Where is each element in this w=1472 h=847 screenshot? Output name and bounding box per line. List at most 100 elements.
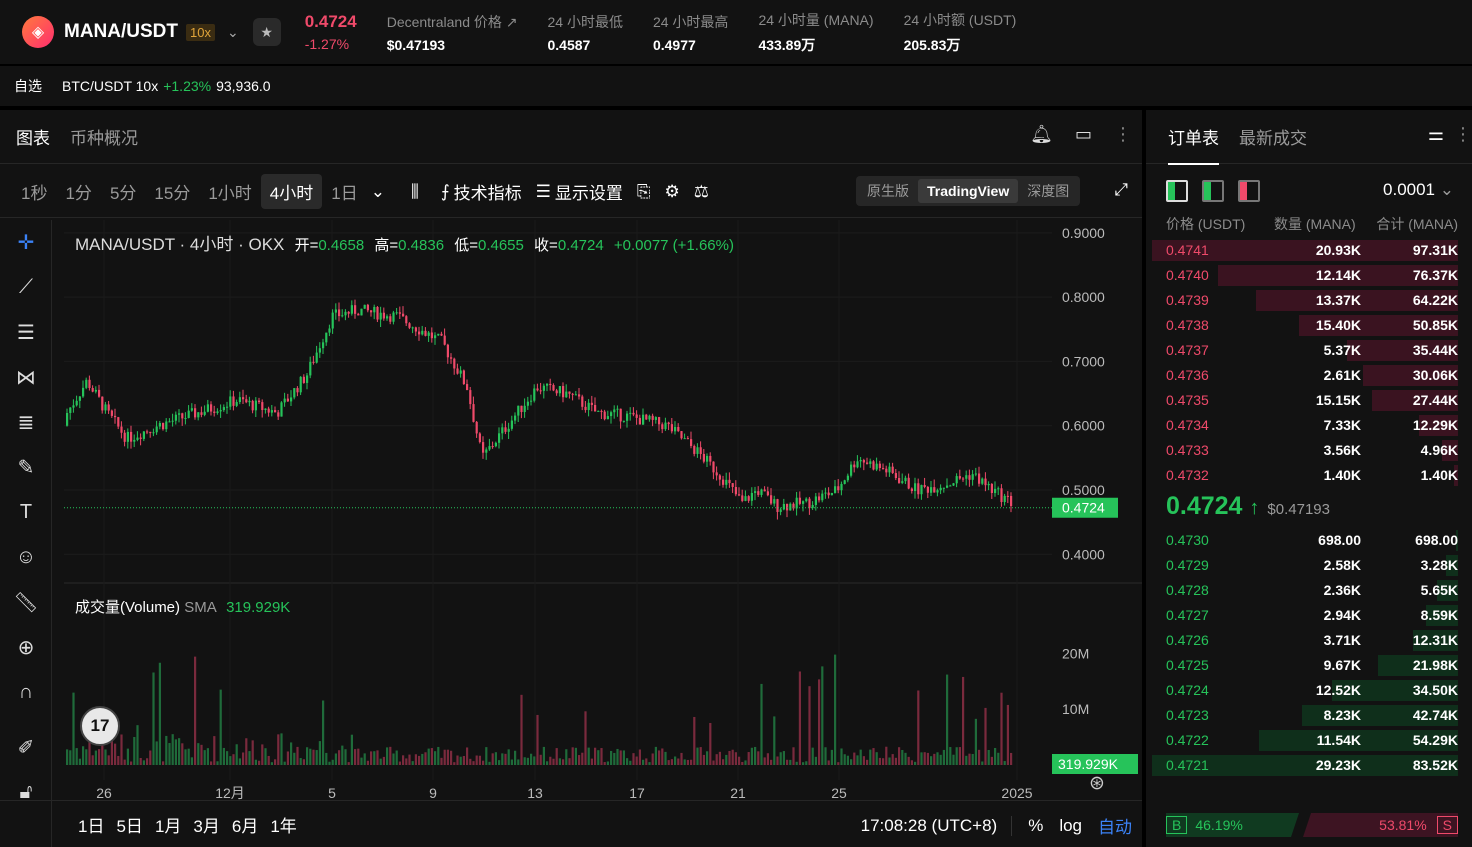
chart-area[interactable]: 0.9000 0.8000 0.7000 0.6000 0.5000 0.4000 20M 1… bbox=[52, 220, 1142, 806]
ask-row[interactable]: 0.4733 3.56K 4.96K bbox=[1152, 438, 1458, 463]
range-3m[interactable]: 3月 bbox=[193, 816, 220, 836]
bid-row[interactable]: 0.4721 29.23K 83.52K bbox=[1152, 753, 1458, 778]
auto-toggle[interactable]: 自动 bbox=[1098, 818, 1132, 837]
favorite-star-icon[interactable]: ★ bbox=[252, 18, 281, 46]
tf-1s[interactable]: 1秒 bbox=[21, 184, 48, 203]
ask-row[interactable]: 0.4739 13.37K 64.22K bbox=[1152, 288, 1458, 313]
tf-1h[interactable]: 1小时 bbox=[208, 184, 252, 203]
text-icon[interactable]: T bbox=[19, 500, 33, 523]
volume-legend: 成交量(Volume) SMA 319.929K bbox=[75, 596, 290, 617]
bid-row[interactable]: 0.4725 9.67K 21.98K bbox=[1152, 653, 1458, 678]
ask-row[interactable]: 0.4738 15.40K 50.85K bbox=[1152, 313, 1458, 338]
view-native[interactable]: 原生版 bbox=[867, 183, 909, 199]
zoom-in-icon[interactable]: ⊕ bbox=[17, 636, 35, 659]
percent-toggle[interactable]: % bbox=[1028, 815, 1044, 835]
bid-row[interactable]: 0.4728 2.36K 5.65K bbox=[1152, 578, 1458, 603]
volume-bar bbox=[146, 758, 149, 765]
magnet-icon[interactable]: ∩ bbox=[18, 680, 34, 703]
ask-row[interactable]: 0.4741 20.93K 97.31K bbox=[1152, 238, 1458, 263]
tf-chevron-down-icon[interactable]: ⌄ bbox=[370, 181, 385, 201]
precision-select[interactable]: 0.0001 ⌄ bbox=[1383, 180, 1454, 200]
bid-row[interactable]: 0.4722 11.54K 54.29K bbox=[1152, 728, 1458, 753]
volume-bar bbox=[107, 755, 110, 765]
brush-icon[interactable]: ✎ bbox=[17, 456, 35, 479]
candle-body bbox=[802, 501, 805, 504]
candle-body bbox=[395, 312, 398, 314]
range-1d[interactable]: 1日 bbox=[78, 816, 105, 836]
display-settings-button[interactable]: ☰ 显示设置 bbox=[536, 179, 623, 204]
settings-sliders-icon[interactable]: ⚌ bbox=[1427, 124, 1444, 144]
range-5d[interactable]: 5日 bbox=[116, 816, 143, 836]
more-vertical-icon[interactable]: ⋮ bbox=[1454, 124, 1472, 144]
ask-row[interactable]: 0.4736 2.61K 30.06K bbox=[1152, 363, 1458, 388]
gear-icon[interactable]: ⚙ bbox=[664, 181, 680, 201]
view-both-icon[interactable] bbox=[1166, 180, 1188, 202]
candle-body bbox=[507, 428, 510, 432]
tf-4h[interactable]: 4小时 bbox=[260, 174, 323, 209]
emoji-icon[interactable]: ☺ bbox=[15, 545, 37, 568]
trend-line-icon[interactable]: ⟋ bbox=[19, 275, 33, 298]
unlock-icon[interactable]: 🔓︎ bbox=[19, 780, 33, 803]
clock[interactable]: 17:08:28 (UTC+8) bbox=[861, 815, 1013, 836]
ask-row[interactable]: 0.4735 15.15K 27.44K bbox=[1152, 388, 1458, 413]
pattern-icon[interactable]: ⋈ bbox=[16, 366, 36, 389]
view-tradingview[interactable]: TradingView bbox=[918, 179, 1019, 203]
tab-overview[interactable]: 币种概况 bbox=[70, 129, 138, 148]
row-price: 0.4732 bbox=[1166, 467, 1209, 483]
fib-icon[interactable]: ≣ bbox=[17, 411, 35, 434]
tab-orderbook[interactable]: 订单表 bbox=[1168, 108, 1219, 165]
watchlist-item[interactable]: BTC/USDT 10x +1.23% 93,936.0 bbox=[62, 78, 271, 94]
bid-row[interactable]: 0.4724 12.52K 34.50K bbox=[1152, 678, 1458, 703]
ask-row[interactable]: 0.4737 5.37K 35.44K bbox=[1152, 338, 1458, 363]
tf-5m[interactable]: 5分 bbox=[109, 184, 137, 203]
bid-row[interactable]: 0.4726 3.71K 12.31K bbox=[1152, 628, 1458, 653]
crosshair-icon[interactable]: ✛ bbox=[17, 231, 35, 254]
range-1y[interactable]: 1年 bbox=[270, 816, 297, 836]
bid-row[interactable]: 0.4730 698.00 698.00 bbox=[1152, 528, 1458, 553]
ask-row[interactable]: 0.4740 12.14K 76.37K bbox=[1152, 263, 1458, 288]
view-bids-icon[interactable] bbox=[1202, 180, 1224, 202]
ask-row[interactable]: 0.4732 1.40K 1.40K bbox=[1152, 463, 1458, 488]
tab-chart[interactable]: 图表 bbox=[16, 129, 50, 148]
goto-realtime-icon[interactable]: ⊛ bbox=[1089, 773, 1105, 794]
chevron-down-icon[interactable]: ⌄ bbox=[226, 23, 239, 40]
tf-15m[interactable]: 15分 bbox=[154, 184, 191, 203]
tf-1m[interactable]: 1分 bbox=[65, 184, 92, 203]
edit-lock-icon[interactable]: ✐ bbox=[17, 736, 35, 759]
range-1m[interactable]: 1月 bbox=[154, 816, 182, 836]
alert-bell-icon[interactable]: 🔔︎ bbox=[1030, 124, 1053, 144]
log-toggle[interactable]: log bbox=[1059, 815, 1082, 835]
horizontal-lines-icon[interactable]: ☰ bbox=[17, 321, 35, 344]
candle-type-icon[interactable]: ⫼ bbox=[410, 181, 419, 201]
bid-row[interactable]: 0.4727 2.94K 8.59K bbox=[1152, 603, 1458, 628]
candle-body bbox=[731, 483, 734, 488]
range-6m[interactable]: 6月 bbox=[231, 816, 259, 836]
window-icon[interactable]: ▭ bbox=[1074, 124, 1092, 144]
ruler-icon[interactable]: 📏︎ bbox=[13, 591, 39, 614]
bid-row[interactable]: 0.4729 2.58K 3.28K bbox=[1152, 553, 1458, 578]
pair-name[interactable]: MANA/USDT bbox=[64, 21, 178, 42]
more-vertical-icon[interactable]: ⋮ bbox=[1114, 124, 1132, 144]
tf-1d[interactable]: 1日 bbox=[331, 184, 358, 203]
tradingview-logo-icon[interactable]: 17 bbox=[80, 706, 120, 746]
view-depth[interactable]: 深度图 bbox=[1027, 183, 1070, 199]
price-chart-svg[interactable]: 0.9000 0.8000 0.7000 0.6000 0.5000 0.4000 20M 1… bbox=[52, 220, 1142, 806]
volume-bar bbox=[667, 760, 670, 765]
tab-recent-trades[interactable]: 最新成交 bbox=[1239, 129, 1307, 148]
snapshot-icon[interactable]: ⎘ bbox=[636, 181, 651, 201]
candle-body bbox=[914, 483, 917, 492]
indicators-button[interactable]: ⨍ 技术指标 bbox=[441, 179, 522, 204]
row-total: 12.29K bbox=[1412, 417, 1458, 433]
candle-body bbox=[779, 509, 782, 512]
external-link-icon: ↗ bbox=[505, 13, 518, 30]
volume-bar bbox=[434, 751, 437, 765]
view-asks-icon[interactable] bbox=[1238, 180, 1260, 202]
ask-row[interactable]: 0.4734 7.33K 12.29K bbox=[1152, 413, 1458, 438]
fullscreen-icon[interactable]: ⤢ bbox=[1114, 180, 1128, 199]
volume-bar bbox=[622, 750, 625, 765]
bid-row[interactable]: 0.4723 8.23K 42.74K bbox=[1152, 703, 1458, 728]
stat-index-price[interactable]: Decentraland 价格 ↗ $0.47193 bbox=[387, 12, 518, 53]
volume-bar bbox=[629, 760, 632, 765]
watchlist-label[interactable]: 自选 bbox=[14, 78, 42, 94]
scale-icon[interactable]: ⚖ bbox=[693, 181, 710, 201]
